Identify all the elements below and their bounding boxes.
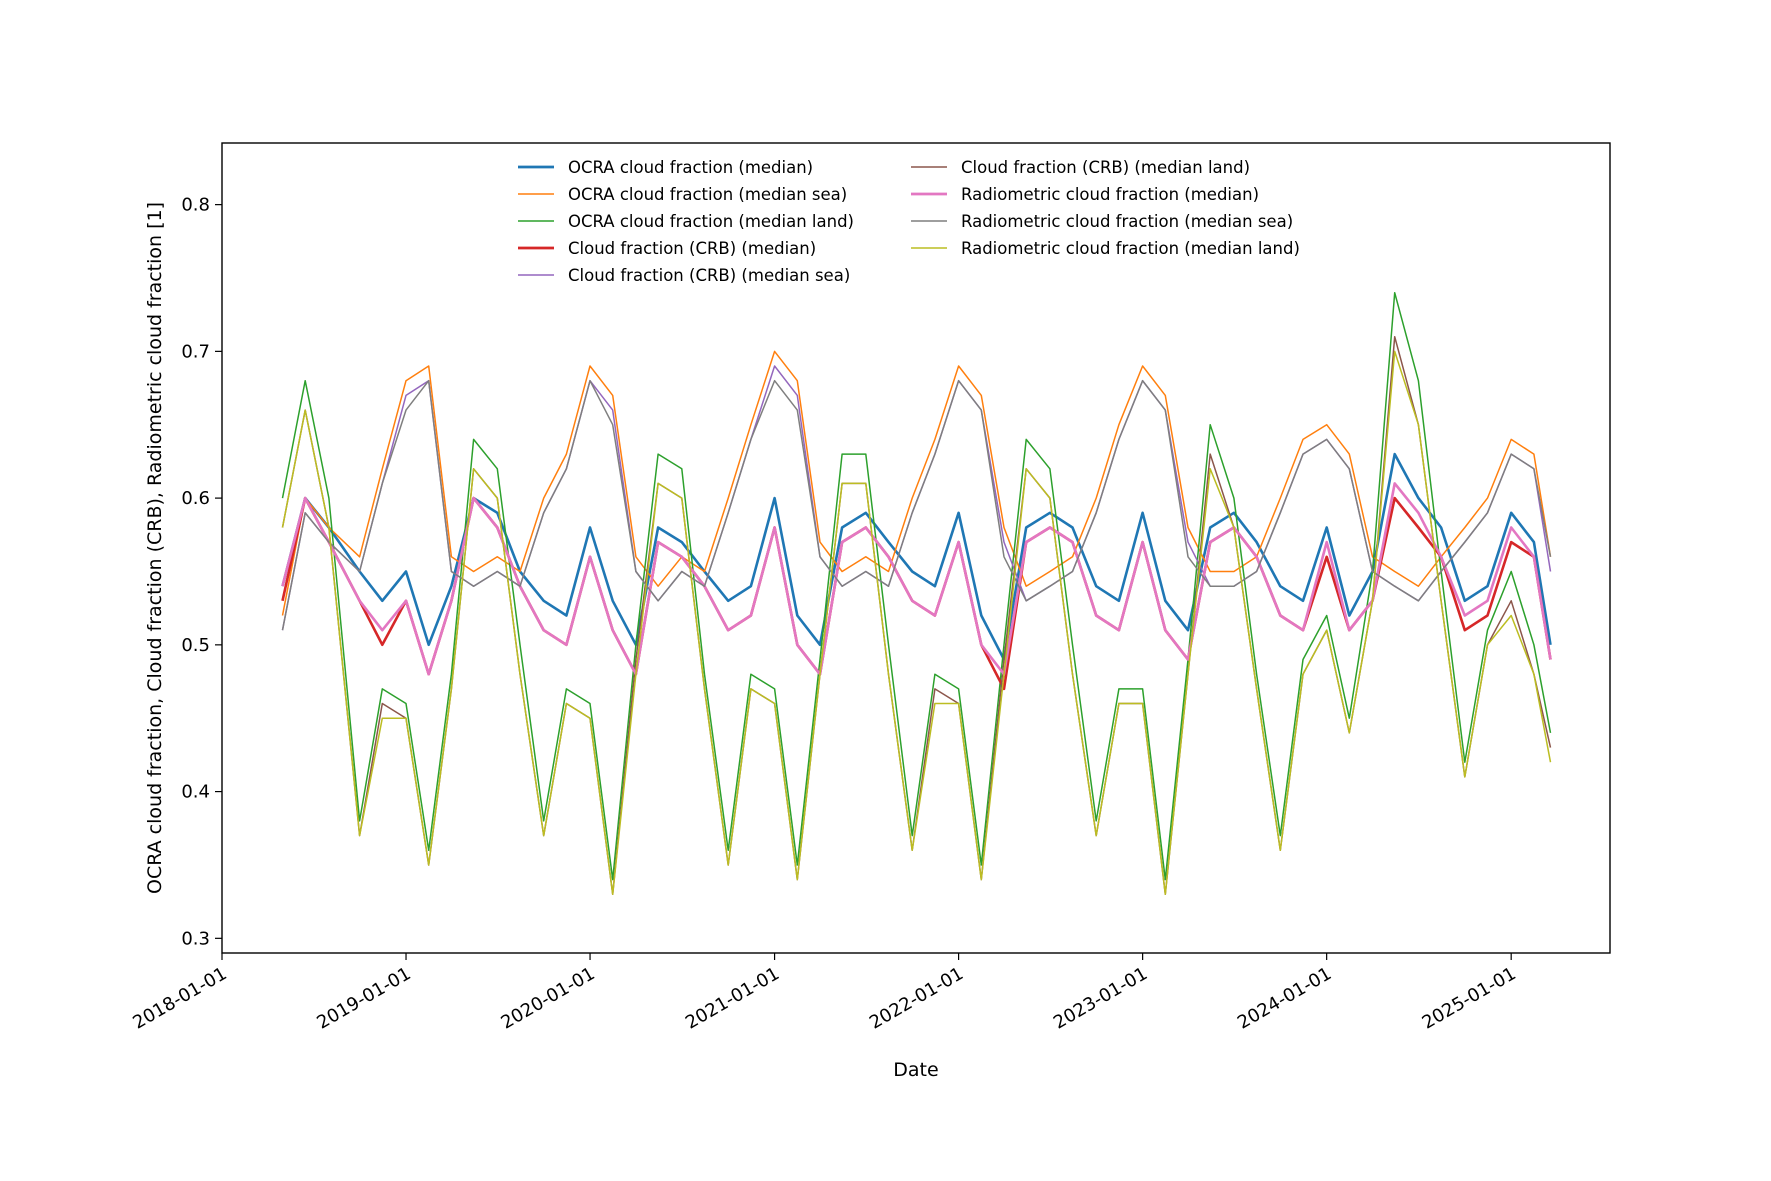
y-tick-label: 0.4 (181, 782, 210, 803)
legend-label: OCRA cloud fraction (median sea) (568, 185, 847, 204)
series-line-3 (281, 291, 1552, 881)
legend-label: Cloud fraction (CRB) (median sea) (568, 266, 850, 285)
legend-label: OCRA cloud fraction (median land) (568, 212, 854, 231)
y-axis-title: OCRA cloud fraction, Cloud fraction (CRB… (144, 202, 166, 894)
x-axis-title: Date (893, 1059, 938, 1081)
series-line-9 (281, 350, 1552, 896)
y-tick-label: 0.8 (181, 195, 210, 216)
plot-area-frame (221, 142, 1611, 954)
y-tick-label: 0.7 (181, 341, 210, 362)
y-tick-label: 0.3 (181, 928, 210, 949)
y-tick-label: 0.5 (181, 635, 210, 656)
series-line-2 (281, 350, 1552, 616)
series-line-7 (281, 482, 1552, 676)
legend-label: Radiometric cloud fraction (median) (961, 185, 1259, 204)
legend: OCRA cloud fraction (median) OCRA cloud f… (518, 158, 1300, 285)
legend-label: Cloud fraction (CRB) (median) (568, 239, 816, 258)
y-tick-label: 0.6 (181, 488, 210, 509)
legend-label: OCRA cloud fraction (median) (568, 158, 813, 177)
y-axis: 0.3 0.4 0.5 0.6 0.7 0.8 (181, 195, 222, 949)
legend-label: Radiometric cloud fraction (median sea) (961, 212, 1293, 231)
series-layer (281, 291, 1552, 896)
legend-label: Radiometric cloud fraction (median land) (961, 239, 1300, 258)
legend-label: Cloud fraction (CRB) (median land) (961, 158, 1250, 177)
series-line-8 (281, 379, 1552, 631)
